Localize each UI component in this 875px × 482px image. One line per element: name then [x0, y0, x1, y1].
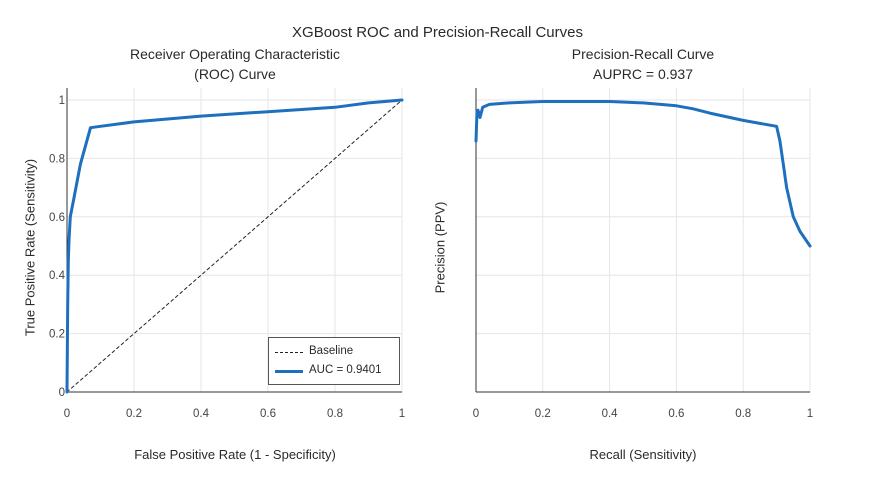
roc-x-tick-label: 0.8 — [327, 408, 343, 420]
roc-subtitle-line2: (ROC) Curve — [194, 66, 276, 82]
pr-curve-line — [474, 100, 812, 248]
roc-x-tick-label: 0.4 — [193, 408, 210, 420]
roc-y-tick-label: 0.4 — [49, 270, 66, 282]
pr-x-tick-label: 1 — [807, 408, 813, 420]
pr-x-tick-label: 0.8 — [735, 408, 751, 420]
roc-baseline-line — [66, 99, 403, 393]
roc-y-axis-label: True Positive Rate (Sensitivity) — [22, 158, 38, 337]
roc-y-tick-label: 0.8 — [49, 153, 65, 165]
roc-y-tick-label: 0.2 — [49, 329, 65, 341]
roc-x-tick-label: 0 — [64, 408, 70, 420]
pr-x-tick-label: 0.4 — [602, 408, 619, 420]
legend-swatch-auc — [275, 370, 303, 373]
roc-subtitle: Receiver Operating Characteristic (ROC) … — [70, 44, 400, 84]
roc-x-axis-label: False Positive Rate (1 - Specificity) — [134, 447, 336, 462]
pr-subtitle: Precision-Recall Curve AUPRC = 0.937 — [478, 44, 808, 84]
roc-y-tick-label: 1 — [59, 95, 65, 107]
roc-y-tick-label: 0.6 — [49, 212, 65, 224]
pr-subtitle-line1: Precision-Recall Curve — [571, 46, 715, 62]
roc-subtitle-line1: Receiver Operating Characteristic — [129, 46, 341, 62]
roc-legend: Baseline AUC = 0.9401 — [268, 337, 400, 385]
legend-swatch-baseline — [275, 352, 303, 353]
chart-title: XGBoost ROC and Precision-Recall Curves — [292, 24, 583, 41]
pr-x-tick-label: 0.6 — [668, 408, 684, 420]
legend-item-baseline: Baseline — [269, 343, 401, 361]
pr-subtitle-line2: AUPRC = 0.937 — [593, 66, 693, 82]
legend-label-baseline: Baseline — [309, 345, 354, 357]
roc-x-tick-label: 1 — [399, 408, 405, 420]
pr-x-axis-label: Recall (Sensitivity) — [589, 447, 697, 462]
roc-x-tick-label: 0.2 — [126, 408, 142, 420]
pr-x-tick-label: 0.2 — [535, 408, 551, 420]
roc-x-tick-label: 0.6 — [260, 408, 276, 420]
roc-curve-line — [65, 98, 404, 394]
legend-item-auc: AUC = 0.9401 — [269, 362, 401, 380]
pr-y-axis-label: Precision (PPV) — [432, 201, 448, 294]
roc-y-tick-label: 0 — [59, 387, 65, 399]
pr-x-tick-label: 0 — [473, 408, 479, 420]
legend-label-auc: AUC = 0.9401 — [309, 364, 382, 376]
